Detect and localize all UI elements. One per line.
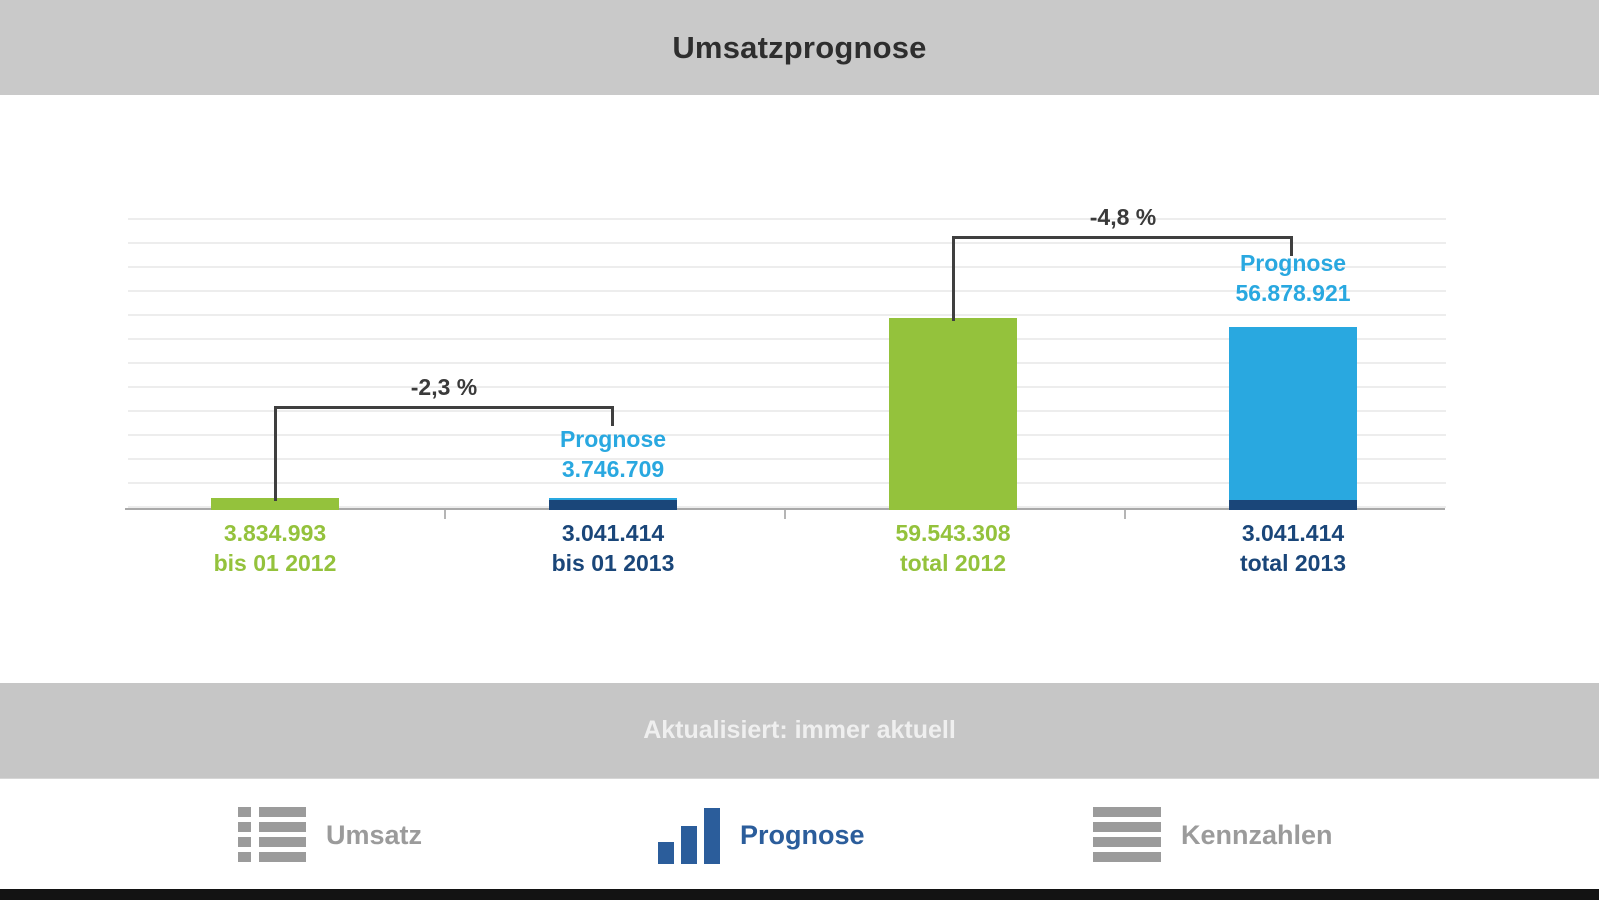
bar-actual-fill xyxy=(1229,500,1357,510)
bar-fill xyxy=(211,498,339,510)
chart-x-axis xyxy=(125,508,1445,510)
status-bar: Aktualisiert: immer aktuell xyxy=(0,683,1599,778)
tab-bar: Umsatz Prognose xyxy=(0,778,1599,890)
bar-prognose-fill xyxy=(1229,327,1357,510)
axis-tick xyxy=(784,510,786,519)
status-text: Aktualisiert: immer aktuell xyxy=(643,716,956,744)
bar-label-bis-2012: 3.834.993 bis 01 2012 xyxy=(213,520,337,576)
axis-tick xyxy=(1124,510,1126,519)
delta-percent-2: -4,8 % xyxy=(1089,204,1157,230)
bar-label-total-2013: 3.041.414 total 2013 xyxy=(1239,520,1347,576)
comparison-bracket-1 xyxy=(274,406,614,501)
bar-total-2012 xyxy=(889,318,1017,510)
prognose-label-bis-2013: Prognose 3.746.709 xyxy=(559,426,667,482)
bar-chart-icon xyxy=(658,806,720,864)
delta-percent-1: -2,3 % xyxy=(410,374,478,400)
tab-kennzahlen[interactable]: Kennzahlen xyxy=(1093,779,1333,891)
chart-gridlines xyxy=(128,218,1446,508)
list-icon xyxy=(238,806,306,864)
bar-bis-01-2012 xyxy=(211,498,339,510)
tab-umsatz-label: Umsatz xyxy=(326,819,423,850)
tab-umsatz[interactable]: Umsatz xyxy=(238,779,422,891)
page-title: Umsatzprognose xyxy=(672,29,927,65)
tab-kennzahlen-label: Kennzahlen xyxy=(1181,819,1333,850)
bar-fill xyxy=(889,318,1017,510)
bar-label-bis-2013: 3.041.414 bis 01 2013 xyxy=(551,520,675,576)
comparison-bracket-2 xyxy=(952,236,1293,321)
axis-tick xyxy=(444,510,446,519)
header: Umsatzprognose xyxy=(0,0,1599,95)
bar-label-total-2012: 59.543.308 total 2012 xyxy=(895,520,1011,576)
bar-total-2013 xyxy=(1229,327,1357,510)
bottom-edge xyxy=(0,889,1599,900)
lines-icon xyxy=(1093,806,1161,864)
prognose-label-total-2013: Prognose 56.878.921 xyxy=(1235,250,1351,306)
tab-prognose-label: Prognose xyxy=(740,819,865,850)
bar-bis-01-2013 xyxy=(549,498,677,510)
bar-actual-fill xyxy=(549,500,677,510)
tab-prognose[interactable]: Prognose xyxy=(658,779,865,891)
